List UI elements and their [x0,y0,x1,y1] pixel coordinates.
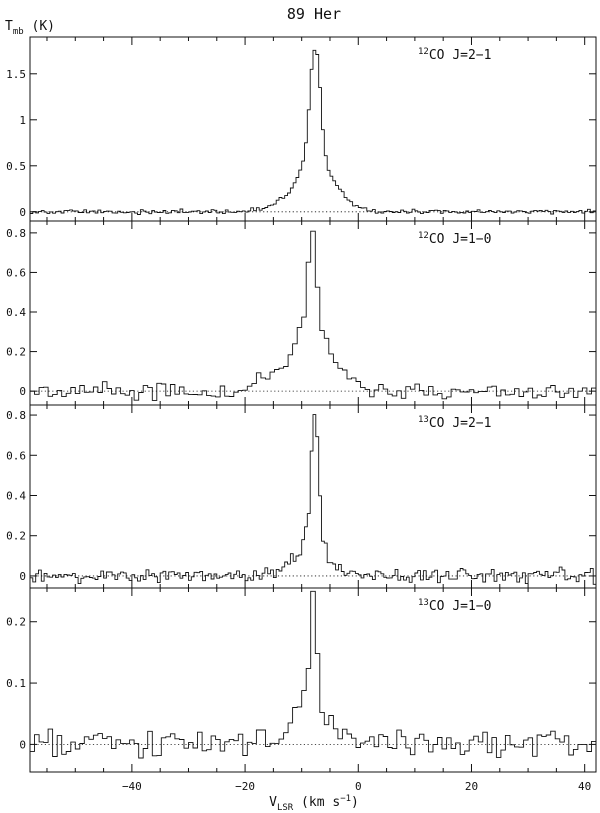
panel-1: 0 0.5 1 1.5 12CO J=2−1 [6,36,597,222]
y-tick-label: 1 [19,114,26,127]
y-tick-label: 0.8 [6,227,26,240]
y-tick-label: 0 [19,206,26,219]
y-axis-label: Tmb (K) [5,19,55,37]
y-tick-label: 0 [19,738,26,751]
panel-label: 12CO J=2−1 [418,47,491,63]
x-axis-label: VLSR (km s−1) [269,794,359,813]
panel-3: 0 0.2 0.4 0.6 0.8 13CO J=2−1 [6,404,597,589]
y-tick-label: 0 [19,385,26,398]
panel-frame [29,587,597,773]
chart-title: 89 Her [287,5,341,23]
y-tick-label: 0.2 [6,346,26,359]
y-tick-label: 0.2 [6,616,26,629]
x-tick-label: 40 [578,780,591,793]
y-tick-label: 0.2 [6,530,26,543]
x-tick-label: −20 [235,780,255,793]
y-tick-label: 0.4 [6,489,26,502]
spectrum-line-3 [30,414,596,585]
y-tick-label: 1.5 [6,68,26,81]
panel-4: 0 0.1 0.2 13CO J=1−0 [6,587,597,773]
x-tick-label: −40 [122,780,142,793]
y-tick-label: 0.5 [6,160,26,173]
panel-label: 13CO J=2−1 [418,415,491,431]
spectrum-line-1 [30,49,596,215]
y-tick-label: 0.1 [6,677,26,690]
y-tick-label: 0.8 [6,409,26,422]
y-tick-label: 0.6 [6,266,26,279]
spectrum-line-2 [30,230,596,401]
y-tick-label: 0.4 [6,306,26,319]
panel-2: 0 0.2 0.4 0.6 0.8 12CO J=1−0 [6,220,597,406]
panel-label: 13CO J=1−0 [418,598,491,614]
panels: 0 0.5 1 1.5 12CO J=2−1 0 0.2 0.4 0.6 0.8 12CO J=1−… [6,36,597,793]
panel-frame [29,220,597,406]
y-tick-label: 0 [19,570,26,583]
y-tick-label: 0.6 [6,449,26,462]
spectrum-line-4 [30,590,596,759]
x-tick-label: 20 [465,780,478,793]
x-tick-label: 0 [355,780,362,793]
panel-label: 12CO J=1−0 [418,231,491,247]
